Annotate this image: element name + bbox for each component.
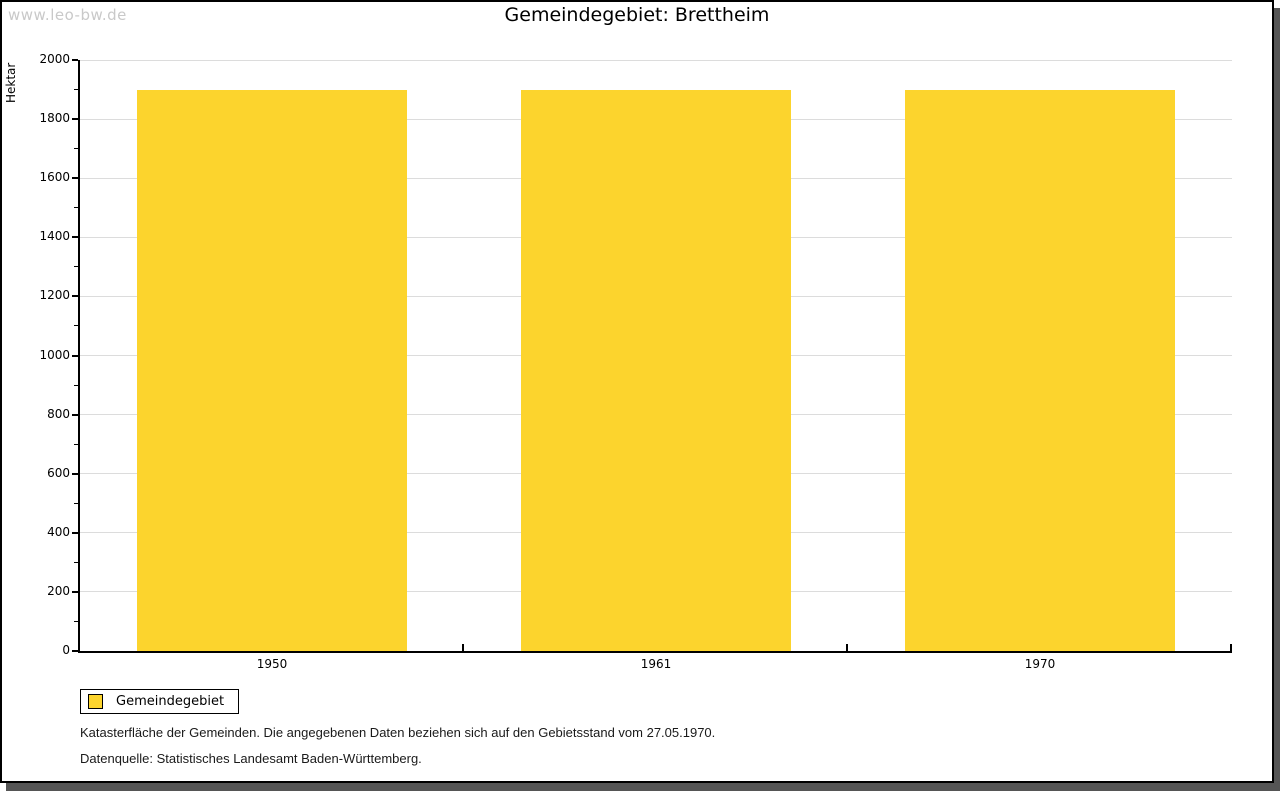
y-axis-tick xyxy=(72,295,78,298)
y-tick-label: 600 xyxy=(47,465,70,480)
bar-1970 xyxy=(905,90,1175,651)
footnote-gebietsstand: Katasterfläche der Gemeinden. Die angege… xyxy=(80,725,716,740)
y-axis-minor-tick xyxy=(74,207,78,209)
y-axis-minor-tick xyxy=(74,266,78,268)
y-axis-tick xyxy=(72,236,78,239)
y-tick-label: 1200 xyxy=(39,288,70,303)
plot-area: 0 200 400 600 800 1000 1200 1400 1600 1800 2000 195… xyxy=(39,52,1232,671)
y-axis-minor-tick xyxy=(74,89,78,91)
y-axis-minor-tick xyxy=(74,561,78,563)
y-tick-label: 200 xyxy=(47,583,70,598)
y-axis-minor-tick xyxy=(74,620,78,622)
gridline xyxy=(80,59,1232,61)
y-axis-tick xyxy=(72,531,78,534)
y-axis-tick xyxy=(72,354,78,357)
x-axis-line xyxy=(78,651,1232,653)
y-axis-tick xyxy=(72,177,78,180)
legend-label: Gemeindegebiet xyxy=(116,694,225,709)
y-tick-label: 1000 xyxy=(39,347,70,362)
x-axis-tick xyxy=(846,644,848,651)
footnote-datenquelle: Datenquelle: Statistisches Landesamt Bad… xyxy=(80,751,422,766)
y-axis-label: Hektar xyxy=(4,62,18,103)
y-tick-label: 0 xyxy=(62,643,70,657)
y-axis-tick xyxy=(72,472,78,475)
x-tick-label-1970: 1970 xyxy=(1024,657,1056,671)
y-tick-label: 1800 xyxy=(39,111,70,126)
x-axis-tick xyxy=(1230,644,1232,651)
x-axis-tick xyxy=(462,644,464,651)
y-tick-label: 1400 xyxy=(39,229,70,244)
y-tick-label: 800 xyxy=(47,406,70,421)
y-axis-tick xyxy=(72,413,78,416)
y-axis-minor-tick xyxy=(74,502,78,504)
chart-title: Gemeindegebiet: Brettheim xyxy=(504,4,770,26)
y-axis-minor-tick xyxy=(74,443,78,445)
bar-1950 xyxy=(137,90,407,651)
y-tick-label: 2000 xyxy=(39,52,70,66)
x-tick-label-1961: 1961 xyxy=(640,657,672,671)
x-tick-label-1950: 1950 xyxy=(256,657,288,671)
y-tick-label: 400 xyxy=(47,524,70,539)
y-axis-tick xyxy=(72,650,78,652)
y-axis-minor-tick xyxy=(74,384,78,386)
watermark: www.leo-bw.de xyxy=(8,6,127,24)
y-axis-tick xyxy=(72,118,78,121)
bar-1961 xyxy=(521,90,791,651)
y-axis-line xyxy=(78,60,80,653)
legend-swatch-gemeindegebiet xyxy=(88,694,103,709)
legend: Gemeindegebiet xyxy=(80,689,240,714)
y-axis-tick xyxy=(72,59,78,61)
y-axis-minor-tick xyxy=(74,148,78,150)
y-axis-tick xyxy=(72,590,78,593)
y-axis-minor-tick xyxy=(74,325,78,327)
y-tick-label: 1600 xyxy=(39,170,70,185)
